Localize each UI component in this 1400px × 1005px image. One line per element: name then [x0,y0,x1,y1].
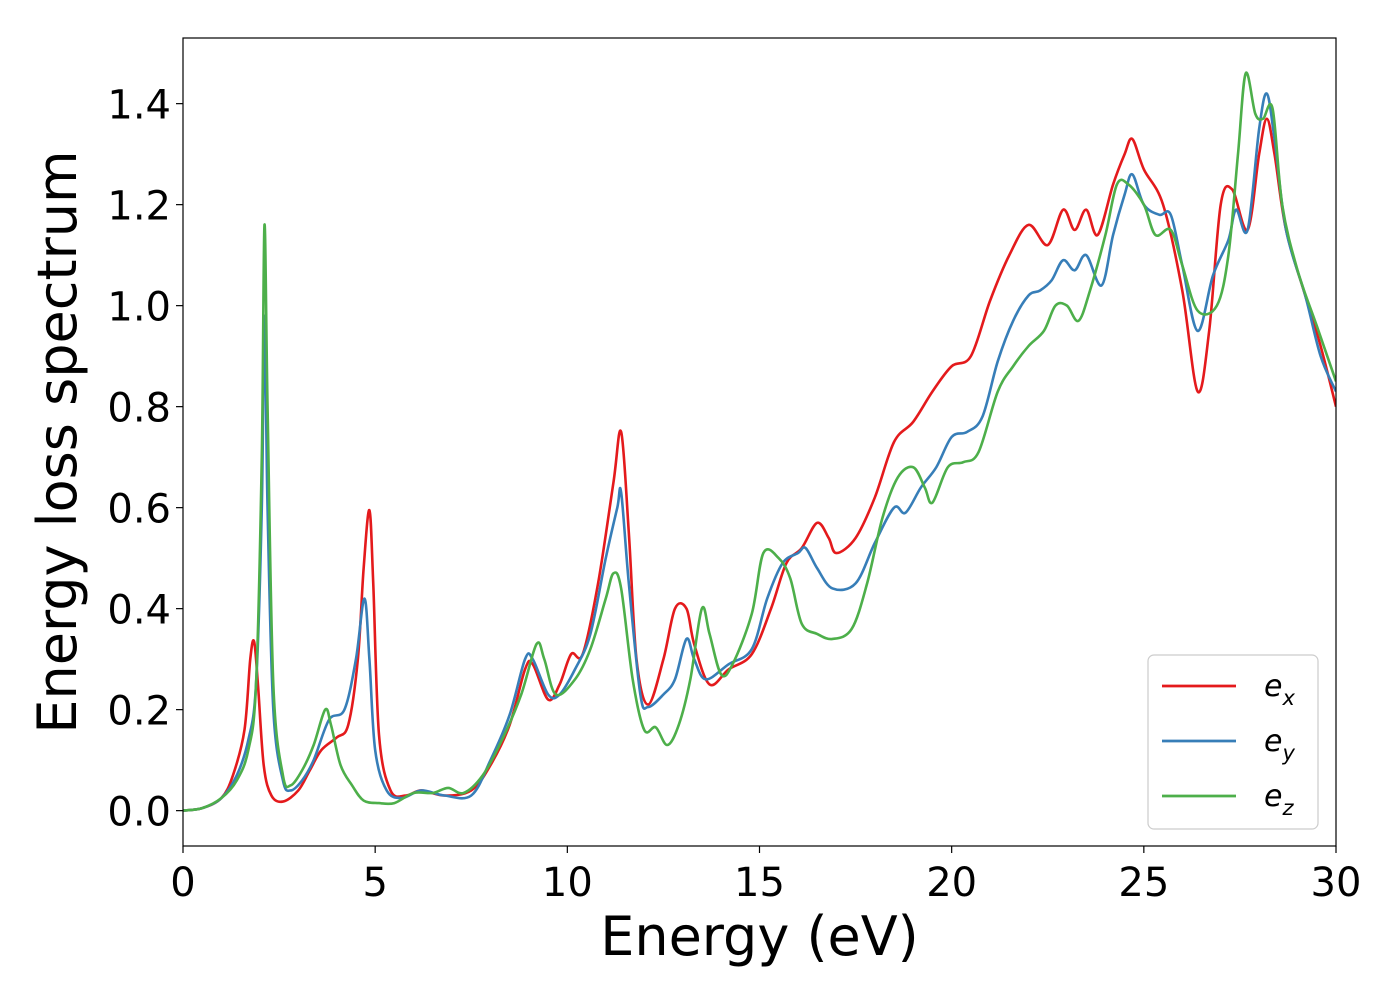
x-tick-label: 25 [1118,860,1169,906]
y-tick-label: 0.2 [107,689,171,735]
series-layer [183,71,1336,812]
x-tick-label: 0 [170,860,195,906]
y-tick-label: 0.0 [107,790,171,836]
legend-label: ey [1264,724,1295,765]
x-axis-label: Energy (eV) [600,905,919,968]
x-tick-label: 15 [734,860,785,906]
legend-label: ex [1264,669,1295,710]
x-tick-label: 20 [926,860,977,906]
y-axis-label: Energy loss spectrum [26,150,89,733]
x-tick-label: 30 [1311,860,1362,906]
legend-item-x: ex [1162,669,1295,710]
legend-item-y: ey [1162,724,1295,765]
y-tick-label: 0.8 [107,386,171,432]
legend-label: ez [1264,779,1294,820]
legend-item-z: ez [1162,779,1294,820]
x-tick-label: 10 [542,860,593,906]
series-line-x [183,117,1336,812]
y-tick-label: 0.4 [107,588,171,634]
y-tick-label: 0.6 [107,487,171,533]
ticks-layer: 0 5 10 15 20 25 30 0.0 0.2 0.4 0.6 0.8 1.0 1.2 1.4 [107,83,1361,906]
y-tick-label: 1.2 [107,184,171,230]
y-tick-label: 1.4 [107,83,171,129]
series-line-y [183,92,1336,812]
x-tick-label: 5 [362,860,387,906]
series-line-z [183,71,1336,812]
y-tick-label: 1.0 [107,285,171,331]
legend: ex ey ez [1147,654,1319,830]
